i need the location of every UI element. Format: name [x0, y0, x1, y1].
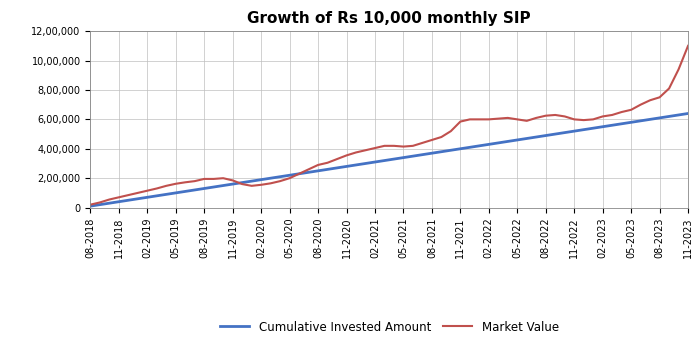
Cumulative Invested Amount — [475, 144, 484, 148]
Cumulative Invested Amount — [466, 145, 474, 149]
Line: Market Value: Market Value — [90, 46, 688, 204]
Market Value — [380, 144, 389, 148]
Market Value — [466, 117, 474, 121]
Market Value — [475, 117, 484, 121]
Cumulative Invested Amount — [86, 204, 95, 208]
Cumulative Invested Amount — [333, 166, 341, 170]
Market Value — [418, 141, 427, 145]
Market Value — [333, 157, 341, 161]
Cumulative Invested Amount — [380, 158, 389, 163]
Market Value — [86, 202, 95, 207]
Market Value — [684, 44, 692, 48]
Cumulative Invested Amount — [162, 192, 170, 197]
Legend: Cumulative Invested Amount, Market Value: Cumulative Invested Amount, Market Value — [215, 316, 564, 338]
Title: Growth of Rs 10,000 monthly SIP: Growth of Rs 10,000 monthly SIP — [247, 11, 531, 26]
Line: Cumulative Invested Amount: Cumulative Invested Amount — [90, 113, 688, 206]
Market Value — [162, 184, 170, 188]
Cumulative Invested Amount — [418, 153, 427, 157]
Cumulative Invested Amount — [684, 111, 692, 116]
